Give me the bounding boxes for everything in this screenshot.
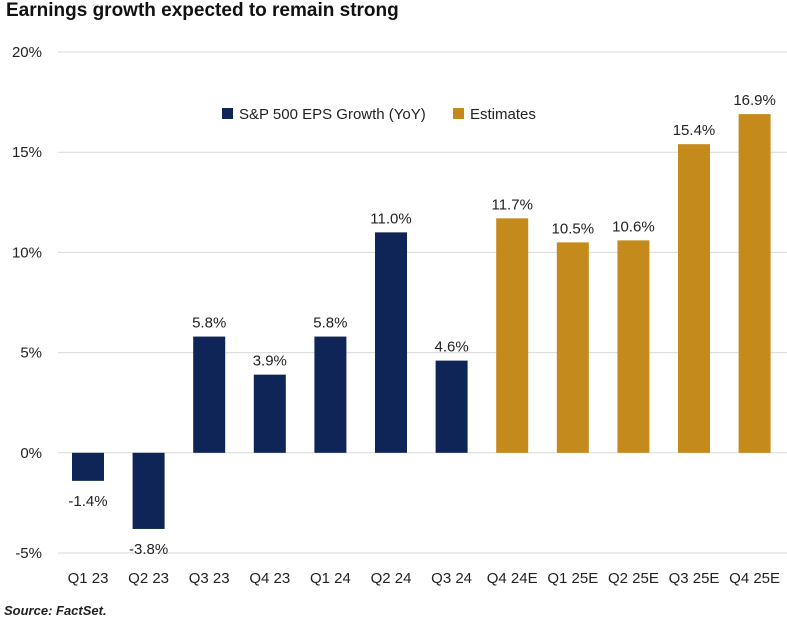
data-labels: -1.4% -3.8% 5.8% 3.9% 5.8% 11.0% 4.6% 11.7% 10.5… <box>68 92 775 558</box>
legend: S&P 500 EPS Growth (YoY) Estimates <box>222 106 536 123</box>
y-tick-label: -5% <box>15 545 42 562</box>
bar <box>375 232 407 453</box>
data-label: 11.7% <box>491 196 532 213</box>
y-tick-label: 10% <box>12 244 42 261</box>
bar <box>253 374 286 453</box>
x-tick-label: Q4 24E <box>487 570 538 587</box>
y-tick-label: 20% <box>12 44 42 61</box>
bar <box>435 360 468 453</box>
bar <box>556 242 589 453</box>
y-tick-label: 0% <box>20 445 42 462</box>
data-label: 16.9% <box>733 92 776 109</box>
x-tick-label: Q1 24 <box>310 570 351 587</box>
x-tick-label: Q2 23 <box>128 570 169 587</box>
data-label: 5.8% <box>313 315 347 332</box>
bar <box>314 336 347 453</box>
bar <box>617 240 650 453</box>
data-label: 3.9% <box>253 353 287 370</box>
bar <box>738 114 771 453</box>
x-tick-label: Q3 23 <box>189 570 230 587</box>
data-label: -1.4% <box>68 493 107 510</box>
x-tick-label: Q2 25E <box>608 570 659 587</box>
data-label: 10.6% <box>612 218 655 235</box>
x-tick-label: Q2 24 <box>371 570 412 587</box>
data-label: -3.8% <box>129 541 168 558</box>
x-tick-label: Q3 25E <box>669 570 720 587</box>
legend-swatch <box>453 108 464 119</box>
x-tick-label: Q4 23 <box>249 570 290 587</box>
data-label: 11.0% <box>370 210 411 227</box>
data-label: 4.6% <box>434 339 468 356</box>
chart-title: Earnings growth expected to remain stron… <box>6 0 399 21</box>
bar <box>72 452 104 481</box>
bar <box>193 336 226 453</box>
y-tick-label: 15% <box>12 144 42 161</box>
data-label: 15.4% <box>673 122 716 139</box>
bars <box>72 114 771 529</box>
bar <box>496 218 529 453</box>
legend-swatch <box>222 108 233 119</box>
x-tick-label: Q1 25E <box>547 570 598 587</box>
x-tick-label: Q3 24 <box>431 570 472 587</box>
data-label: 10.5% <box>552 220 595 237</box>
legend-label: S&P 500 EPS Growth (YoY) <box>239 106 426 123</box>
x-axis: Q1 23 Q2 23 Q3 23 Q4 23 Q1 24 Q2 24 Q3 24 Q4 24… <box>68 570 780 587</box>
legend-label: Estimates <box>470 106 536 123</box>
y-axis: -5% 0% 5% 10% 15% 20% <box>12 44 42 562</box>
bar <box>678 144 710 453</box>
y-tick-label: 5% <box>20 345 42 362</box>
x-tick-label: Q4 25E <box>729 570 780 587</box>
x-tick-label: Q1 23 <box>68 570 109 587</box>
gridlines <box>58 51 787 554</box>
source-note: Source: FactSet. <box>4 603 107 618</box>
data-label: 5.8% <box>192 315 226 332</box>
bar <box>132 452 165 529</box>
